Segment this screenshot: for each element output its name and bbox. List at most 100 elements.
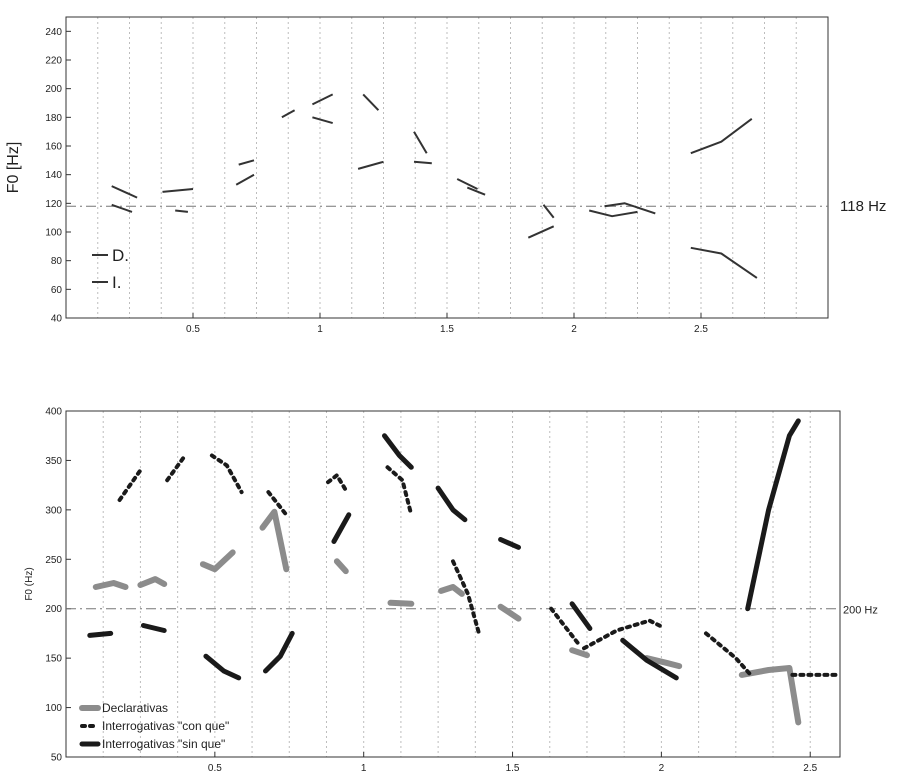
series-line-segment bbox=[690, 246, 758, 279]
y-tick-label: 80 bbox=[51, 256, 63, 267]
legend-label: I. bbox=[112, 273, 121, 292]
series-line-segment bbox=[165, 453, 188, 483]
series-line-segment bbox=[357, 160, 384, 170]
series-line-segment bbox=[382, 433, 414, 470]
y-tick-label: 200 bbox=[45, 604, 62, 615]
grid bbox=[97, 17, 797, 318]
series-line-segment bbox=[497, 603, 522, 622]
series-line-segment bbox=[582, 618, 664, 651]
series-line-segment bbox=[542, 204, 555, 219]
x-axis: 0.5 1 1.5 2 2.5 bbox=[208, 752, 818, 774]
series-line-segment bbox=[387, 599, 415, 607]
series-line-segment bbox=[92, 580, 129, 590]
series-line-segment bbox=[137, 576, 168, 588]
series-line-segment bbox=[549, 606, 580, 646]
series-line-segment bbox=[312, 116, 333, 125]
y-axis-label: F0 (Hz) bbox=[24, 567, 35, 600]
y-tick-label: 300 bbox=[45, 505, 62, 516]
x-tick-label: 0.5 bbox=[208, 763, 222, 774]
y-tick-label: 120 bbox=[45, 199, 62, 210]
series-1 bbox=[312, 116, 758, 279]
series-line-segment bbox=[209, 453, 244, 495]
series-line-segment bbox=[111, 185, 138, 199]
y-tick-label: 220 bbox=[45, 56, 62, 67]
series-line-segment bbox=[643, 655, 683, 670]
y-tick-label: 140 bbox=[45, 170, 62, 181]
x-tick-label: 1 bbox=[317, 324, 323, 335]
series-line-segment bbox=[498, 537, 521, 550]
reference-line-label: 118 Hz bbox=[840, 198, 886, 215]
series-2 bbox=[87, 418, 801, 681]
legend-label: Interrogativas "con que" bbox=[102, 719, 229, 733]
series-line-segment bbox=[466, 186, 486, 196]
series-line-segment bbox=[413, 160, 432, 165]
series-line-segment bbox=[87, 630, 114, 638]
y-axis-label: F0 [Hz] bbox=[5, 142, 22, 194]
x-tick-label: 2 bbox=[571, 324, 577, 335]
y-tick-label: 350 bbox=[45, 456, 62, 467]
series-line-segment bbox=[235, 173, 255, 186]
legend: Declarativas Interrogativas "con que" Inte… bbox=[79, 701, 229, 751]
series-line-segment bbox=[266, 490, 289, 517]
series-line-segment bbox=[604, 202, 656, 215]
x-tick-label: 0.5 bbox=[186, 324, 200, 335]
series-line-segment bbox=[259, 508, 290, 573]
bottom-chart: 0.5 1 1.5 2 2.5 50 100 150 200 250 300 350 400 F0 (Hz… bbox=[24, 407, 878, 774]
series-line-segment bbox=[311, 93, 334, 106]
x-tick-label: 2 bbox=[659, 763, 665, 774]
series-line-segment bbox=[238, 159, 255, 166]
y-tick-label: 100 bbox=[45, 703, 62, 714]
series-line-segment bbox=[620, 637, 679, 681]
y-tick-label: 400 bbox=[45, 407, 62, 418]
series-0 bbox=[111, 93, 753, 219]
series-line-segment bbox=[569, 647, 590, 659]
plot-frame bbox=[65, 410, 841, 758]
series-line-segment bbox=[117, 468, 143, 502]
y-tick-label: 180 bbox=[45, 113, 62, 124]
series-line-segment bbox=[385, 465, 414, 517]
y-tick-label: 160 bbox=[45, 142, 62, 153]
series-line-segment bbox=[438, 584, 465, 597]
y-tick-label: 60 bbox=[51, 285, 63, 296]
series-line-segment bbox=[326, 473, 348, 493]
series-line-segment bbox=[690, 118, 753, 155]
series-line-segment bbox=[162, 188, 194, 193]
reference-line-label: 200 Hz bbox=[843, 605, 878, 617]
series-line-segment bbox=[199, 549, 236, 573]
x-axis: 0.5 1 1.5 2 2.5 bbox=[186, 313, 708, 335]
y-axis: 50 100 150 200 250 300 350 400 bbox=[45, 407, 71, 764]
series-line-segment bbox=[745, 418, 801, 612]
series-line-segment bbox=[435, 485, 468, 523]
y-tick-label: 250 bbox=[45, 555, 62, 566]
series-line-segment bbox=[281, 109, 296, 119]
series-line-segment bbox=[413, 131, 428, 154]
series-line-segment bbox=[263, 630, 295, 674]
x-tick-label: 1.5 bbox=[506, 763, 520, 774]
top-chart: 0.5 1 1.5 2 2.5 40 60 80 100 120 140 160 180 200 220 24… bbox=[5, 16, 886, 335]
y-tick-label: 150 bbox=[45, 654, 62, 665]
y-tick-label: 240 bbox=[45, 27, 62, 38]
series-line-segment bbox=[527, 225, 555, 239]
series-line-segment bbox=[738, 665, 802, 726]
series-line-segment bbox=[333, 558, 349, 575]
x-tick-label: 1.5 bbox=[440, 324, 454, 335]
y-tick-label: 50 bbox=[51, 753, 63, 764]
series-1 bbox=[117, 453, 839, 677]
y-axis: 40 60 80 100 120 140 160 180 200 220 240 bbox=[45, 27, 71, 325]
series-line-segment bbox=[588, 209, 638, 218]
y-tick-label: 200 bbox=[45, 84, 62, 95]
series-line-segment bbox=[111, 203, 133, 213]
series-line-segment bbox=[704, 631, 753, 677]
grid bbox=[102, 411, 811, 757]
x-tick-label: 2.5 bbox=[803, 763, 817, 774]
legend-label: D. bbox=[112, 246, 129, 265]
series-line-segment bbox=[140, 623, 167, 633]
series-line-segment bbox=[569, 601, 593, 631]
series-line-segment bbox=[203, 653, 242, 681]
series-line-segment bbox=[331, 512, 352, 544]
series-0 bbox=[92, 508, 802, 726]
legend-label: Declarativas bbox=[102, 701, 168, 715]
x-tick-label: 2.5 bbox=[694, 324, 708, 335]
series-line-segment bbox=[451, 559, 482, 639]
